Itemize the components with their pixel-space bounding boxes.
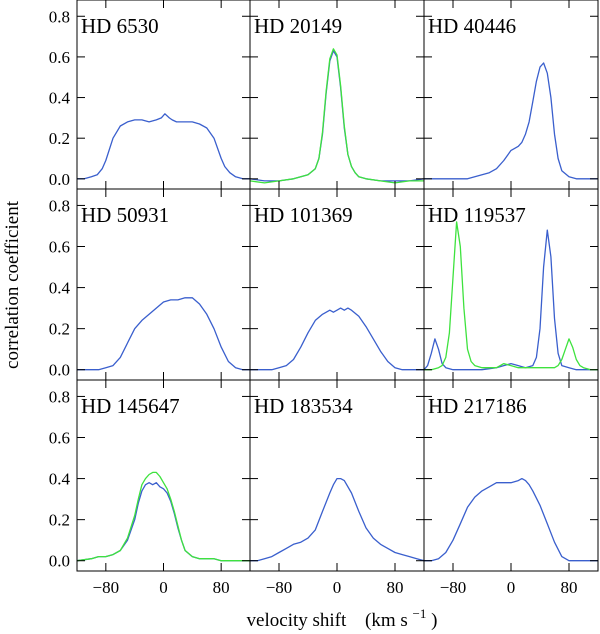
x-axis-unit-prefix: (km s bbox=[365, 610, 408, 631]
panel: HD 50931 0.0 0.2 0.4 0.6 0.8 bbox=[49, 188, 251, 381]
y-tick-label: 0.0 bbox=[49, 552, 70, 571]
series-line-green bbox=[77, 471, 250, 562]
y-tick-label: 0.6 bbox=[49, 238, 70, 257]
series-line-blue bbox=[424, 62, 598, 180]
x-axis-label: velocity shift (km s −1 ) bbox=[247, 602, 438, 631]
panel-grid: HD 6530 0.0 0.2 0.4 0.6 0.8 HD 20149 HD 40446 HD… bbox=[49, 0, 599, 597]
x-tick-label: 80 bbox=[561, 578, 578, 597]
x-tick-label: −80 bbox=[440, 578, 467, 597]
series-line-blue bbox=[424, 229, 598, 371]
y-tick-label: 0.2 bbox=[49, 320, 70, 339]
y-tick-label: 0.4 bbox=[49, 470, 71, 489]
panel-title: HD 20149 bbox=[254, 14, 342, 38]
y-tick-label: 0.2 bbox=[49, 511, 70, 530]
x-axis-label-text: velocity shift bbox=[247, 610, 347, 631]
panel-title: HD 183534 bbox=[254, 394, 353, 418]
y-tick-label: 0.2 bbox=[49, 129, 70, 148]
series-line-blue bbox=[250, 477, 424, 562]
series-line-blue bbox=[424, 477, 598, 562]
y-tick-label: 0.4 bbox=[49, 279, 71, 298]
y-tick-label: 0.8 bbox=[49, 387, 70, 406]
series-line-blue bbox=[250, 50, 424, 182]
panel-title: HD 6530 bbox=[81, 14, 159, 38]
y-tick-label: 0.6 bbox=[49, 48, 70, 67]
y-tick-label: 0.4 bbox=[49, 89, 71, 108]
x-tick-label: −80 bbox=[266, 578, 293, 597]
panel: HD 145647 0.0 0.2 0.4 0.6 0.8 −80 0 80 bbox=[49, 379, 251, 597]
y-axis-label: correlation coefficient bbox=[2, 200, 23, 369]
panel-title: HD 40446 bbox=[428, 14, 516, 38]
series-line-blue bbox=[77, 482, 250, 562]
panel: HD 6530 0.0 0.2 0.4 0.6 0.8 bbox=[49, 0, 251, 190]
y-tick-label: 0.8 bbox=[49, 196, 70, 215]
panel: HD 183534 −80 0 80 bbox=[249, 379, 425, 597]
x-axis-unit-suffix: ) bbox=[431, 610, 437, 631]
x-tick-label: 0 bbox=[333, 578, 342, 597]
panel: HD 20149 bbox=[249, 0, 425, 190]
x-tick-label: 80 bbox=[213, 578, 230, 597]
x-tick-label: 80 bbox=[387, 578, 404, 597]
series-line-green bbox=[424, 221, 598, 371]
x-axis-unit-exponent: −1 bbox=[413, 606, 427, 621]
y-tick-label: 0.8 bbox=[49, 7, 70, 26]
x-tick-label: 0 bbox=[159, 578, 168, 597]
panel: HD 101369 bbox=[249, 188, 425, 381]
x-tick-label: −80 bbox=[93, 578, 120, 597]
panel-title: HD 145647 bbox=[81, 394, 180, 418]
series-line-blue bbox=[77, 297, 250, 371]
y-tick-label: 0.0 bbox=[49, 361, 70, 380]
panel: HD 40446 bbox=[423, 0, 599, 190]
x-tick-label: 0 bbox=[507, 578, 516, 597]
y-tick-label: 0.0 bbox=[49, 170, 70, 189]
series-line-green bbox=[250, 48, 424, 184]
panel: HD 217186 −80 0 80 bbox=[423, 379, 599, 597]
panel-title: HD 50931 bbox=[81, 203, 169, 227]
panel-title: HD 101369 bbox=[254, 203, 353, 227]
panel-title: HD 119537 bbox=[428, 203, 526, 227]
panel-title: HD 217186 bbox=[428, 394, 527, 418]
series-line-blue bbox=[250, 307, 424, 371]
panel: HD 119537 bbox=[423, 188, 599, 381]
y-tick-label: 0.6 bbox=[49, 429, 70, 448]
series-line-blue bbox=[77, 113, 250, 180]
